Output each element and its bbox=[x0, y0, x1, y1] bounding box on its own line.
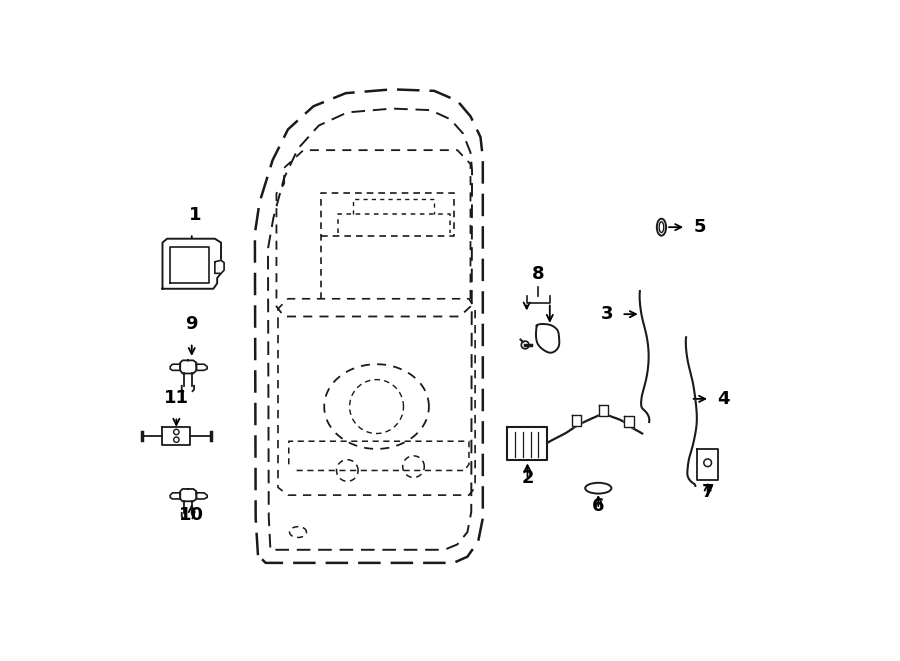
Polygon shape bbox=[180, 489, 196, 501]
Polygon shape bbox=[163, 428, 190, 445]
Polygon shape bbox=[625, 416, 634, 426]
Text: 5: 5 bbox=[694, 218, 706, 236]
Polygon shape bbox=[170, 364, 180, 370]
Text: 8: 8 bbox=[532, 264, 544, 283]
Text: 1: 1 bbox=[189, 206, 202, 224]
Ellipse shape bbox=[657, 219, 666, 235]
Polygon shape bbox=[170, 247, 209, 283]
Ellipse shape bbox=[585, 483, 611, 494]
Polygon shape bbox=[572, 415, 581, 426]
Text: 11: 11 bbox=[164, 389, 189, 407]
Circle shape bbox=[174, 437, 179, 442]
Text: 3: 3 bbox=[601, 305, 614, 323]
Polygon shape bbox=[697, 449, 718, 480]
Polygon shape bbox=[508, 428, 547, 461]
Text: 2: 2 bbox=[521, 469, 534, 487]
Text: 6: 6 bbox=[592, 497, 605, 515]
Text: 4: 4 bbox=[717, 390, 729, 408]
Text: 7: 7 bbox=[701, 483, 714, 501]
Polygon shape bbox=[163, 239, 221, 289]
Polygon shape bbox=[196, 364, 207, 370]
Ellipse shape bbox=[659, 222, 664, 233]
Circle shape bbox=[521, 341, 529, 349]
Polygon shape bbox=[170, 493, 180, 499]
Text: 10: 10 bbox=[179, 506, 204, 524]
Polygon shape bbox=[196, 493, 207, 499]
Text: 9: 9 bbox=[185, 315, 198, 333]
Polygon shape bbox=[215, 260, 224, 274]
Polygon shape bbox=[180, 360, 196, 373]
Circle shape bbox=[174, 429, 179, 435]
Polygon shape bbox=[599, 405, 608, 416]
Circle shape bbox=[704, 459, 712, 467]
